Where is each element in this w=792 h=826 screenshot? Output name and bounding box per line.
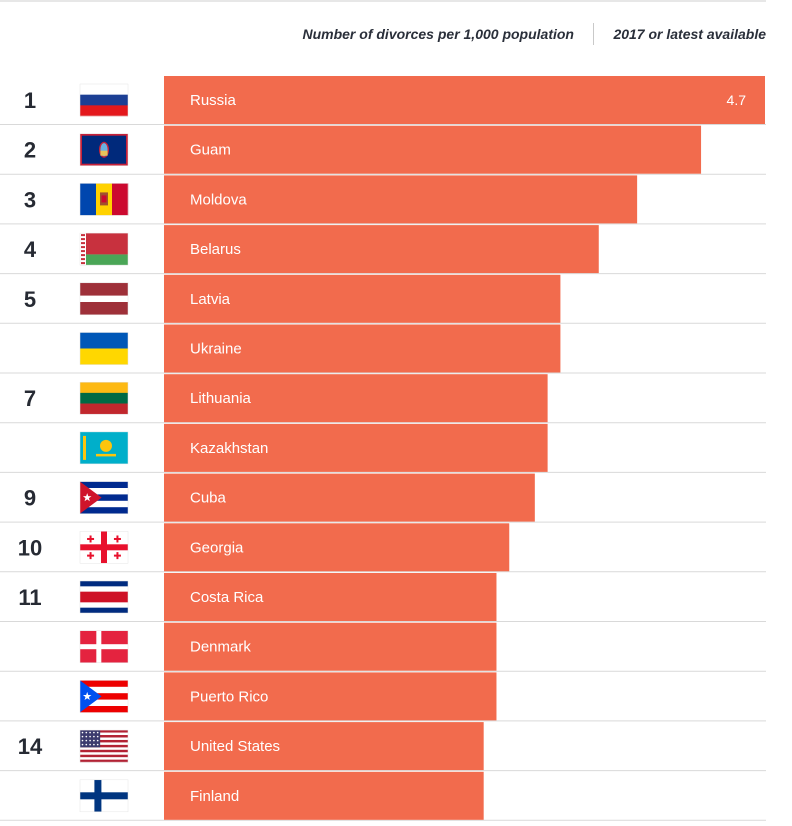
rank-label: 14 bbox=[18, 734, 43, 759]
bar-row: Finland 2.5 bbox=[0, 771, 766, 821]
value-label: 2.7 bbox=[727, 539, 747, 555]
bar bbox=[164, 523, 510, 572]
bar-row: Kazakhstan 3.0 bbox=[0, 423, 766, 473]
bar-row: 4 Belarus 3.4 bbox=[0, 225, 766, 275]
value-label: 4.2 bbox=[727, 142, 747, 158]
header-separator bbox=[593, 23, 594, 45]
bar bbox=[164, 423, 548, 472]
bar-row: 2 Guam 4.2 bbox=[0, 125, 766, 175]
bar bbox=[164, 622, 497, 671]
flag-latvia-icon bbox=[79, 282, 129, 316]
bar bbox=[164, 473, 535, 522]
rank-label: 9 bbox=[24, 486, 36, 511]
country-label: United States bbox=[190, 738, 280, 755]
country-label: Ukraine bbox=[190, 341, 242, 358]
bar-row: Puerto Rico 2.6 bbox=[0, 672, 766, 722]
country-label: Denmark bbox=[190, 639, 251, 656]
rank-label: 5 bbox=[24, 287, 36, 312]
rank-label: 3 bbox=[24, 187, 36, 212]
bar bbox=[164, 175, 638, 224]
country-label: Puerto Rico bbox=[190, 688, 268, 705]
bar bbox=[164, 225, 599, 274]
flag-lithuania-icon bbox=[79, 381, 129, 415]
value-label: 3.1 bbox=[727, 291, 747, 307]
bar-row: Ukraine 3.1 bbox=[0, 324, 766, 374]
value-label: 3.0 bbox=[727, 390, 747, 406]
rank-label: 1 bbox=[24, 88, 36, 113]
country-label: Guam bbox=[190, 142, 231, 159]
top-divider bbox=[0, 0, 766, 2]
value-label: 2.5 bbox=[727, 788, 747, 804]
flag-ukraine-icon bbox=[79, 332, 129, 365]
flag-georgia-icon bbox=[79, 531, 129, 564]
bar bbox=[164, 771, 484, 820]
bar bbox=[164, 722, 484, 771]
country-label: Kazakhstan bbox=[190, 440, 268, 457]
flag-russia-icon bbox=[79, 83, 129, 117]
rank-label: 7 bbox=[24, 386, 36, 411]
value-label: 2.5 bbox=[727, 738, 747, 754]
metric-label: Number of divorces per 1,000 population bbox=[302, 26, 574, 42]
bar bbox=[164, 672, 497, 721]
value-label: 2.6 bbox=[727, 639, 747, 655]
bar-row: 3 Moldova 3.7 bbox=[0, 175, 766, 225]
country-label: Russia bbox=[190, 92, 237, 109]
year-label: 2017 or latest available bbox=[613, 26, 766, 42]
bar bbox=[164, 573, 497, 621]
bar bbox=[164, 125, 702, 174]
flag-costa-rica-icon bbox=[79, 580, 129, 614]
flag-united-states-icon bbox=[79, 729, 129, 763]
value-label: 2.6 bbox=[727, 688, 747, 704]
value-label: 4.7 bbox=[727, 92, 747, 108]
value-label: 3.4 bbox=[727, 241, 747, 257]
flag-denmark-icon bbox=[79, 630, 129, 663]
country-label: Georgia bbox=[190, 539, 244, 556]
rank-label: 4 bbox=[24, 237, 37, 262]
bar-row: 7 Lithuania 3.0 bbox=[0, 374, 766, 424]
chart-header: Number of divorces per 1,000 population … bbox=[0, 23, 792, 46]
bar-row: Denmark 2.6 bbox=[0, 622, 766, 672]
value-label: 3.0 bbox=[727, 440, 747, 456]
country-label: Latvia bbox=[190, 291, 231, 308]
rank-label: 10 bbox=[18, 535, 42, 560]
bar-row: 14 United States 2.5 bbox=[0, 722, 766, 772]
bar-row: 9 Cuba 2.9 bbox=[0, 473, 766, 523]
bar bbox=[164, 374, 548, 423]
flag-belarus-icon bbox=[79, 232, 129, 266]
country-label: Costa Rica bbox=[190, 589, 264, 606]
value-label: 3.7 bbox=[727, 191, 747, 207]
flag-finland-icon bbox=[79, 779, 129, 813]
rank-label: 11 bbox=[18, 585, 41, 610]
flag-moldova-icon bbox=[79, 183, 129, 216]
bar-row: 1 Russia 4.7 bbox=[0, 76, 766, 125]
flag-cuba-icon bbox=[79, 481, 129, 514]
value-label: 2.9 bbox=[727, 490, 747, 506]
value-label: 3.1 bbox=[727, 341, 747, 357]
bar-row: 10 Georgia 2.7 bbox=[0, 523, 766, 573]
flag-kazakhstan-icon bbox=[79, 431, 129, 465]
bar bbox=[164, 274, 561, 323]
bar bbox=[164, 76, 765, 124]
flag-puerto-rico-icon bbox=[79, 680, 129, 713]
country-label: Cuba bbox=[190, 490, 227, 507]
bar-row: 5 Latvia 3.1 bbox=[0, 274, 766, 324]
rank-label: 2 bbox=[24, 138, 36, 163]
country-label: Finland bbox=[190, 788, 239, 805]
country-label: Belarus bbox=[190, 241, 241, 258]
country-label: Moldova bbox=[190, 191, 247, 208]
flag-guam-icon bbox=[79, 133, 129, 166]
bar-row: 11 Costa Rica 2.6 bbox=[0, 573, 766, 622]
country-label: Lithuania bbox=[190, 390, 252, 407]
bar bbox=[164, 324, 561, 373]
value-label: 2.6 bbox=[727, 589, 747, 605]
